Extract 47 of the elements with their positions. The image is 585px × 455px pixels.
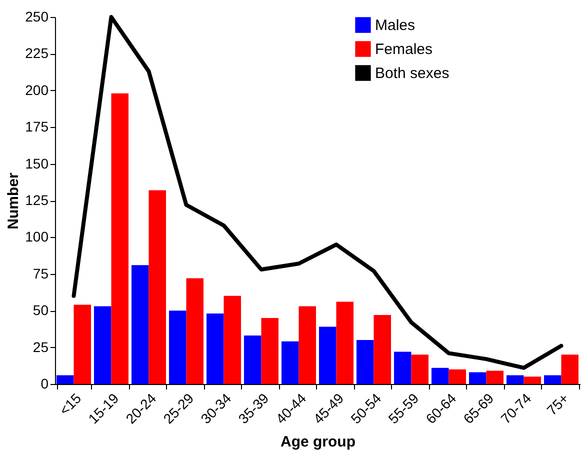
y-tick-label: 250: [25, 8, 49, 24]
bar: [206, 314, 224, 384]
y-tick-label: 100: [25, 228, 49, 245]
bar: [544, 375, 562, 384]
bar: [486, 370, 504, 384]
bar: [524, 376, 541, 384]
bar: [506, 375, 524, 384]
y-tick-label: 125: [25, 192, 49, 208]
bar: [186, 278, 204, 384]
y-tick-label: 75: [32, 265, 49, 282]
line-series: [72, 15, 564, 370]
bar: [148, 190, 166, 384]
y-axis-title: Number: [5, 172, 22, 230]
bar: [319, 326, 336, 384]
bar: [448, 369, 466, 384]
bar: [411, 354, 428, 384]
y-tick-label: 25: [32, 338, 49, 355]
bar: [432, 368, 449, 384]
bar: [298, 306, 316, 384]
y-tick-label: 175: [25, 118, 49, 135]
legend-label: Females: [375, 41, 433, 58]
bar: [394, 352, 412, 384]
bar: [169, 310, 186, 384]
bar: [132, 265, 149, 384]
bar: [111, 93, 128, 384]
bar: [469, 372, 486, 384]
x-tick-label: 75+: [544, 390, 572, 418]
bar: [224, 296, 241, 384]
bar: [561, 354, 578, 384]
y-tick-label: 150: [25, 155, 49, 172]
y-tick-label: 0: [40, 376, 49, 392]
legend-label: Both sexes: [375, 65, 450, 82]
bar: [244, 336, 262, 384]
x-axis-title: Age group: [280, 434, 356, 451]
bar: [261, 318, 278, 384]
bar: [74, 304, 91, 384]
y-tick-label: 200: [25, 82, 49, 98]
bar: [282, 341, 299, 384]
y-tick-label: 225: [25, 45, 49, 62]
x-tick-label: <15: [56, 390, 84, 418]
bar: [56, 375, 74, 384]
bar: [374, 315, 391, 384]
bar: [94, 306, 112, 384]
bar: [356, 340, 374, 384]
y-tick-label: 50: [32, 302, 49, 318]
bar: [336, 302, 354, 384]
legend-label: Males: [375, 17, 416, 34]
